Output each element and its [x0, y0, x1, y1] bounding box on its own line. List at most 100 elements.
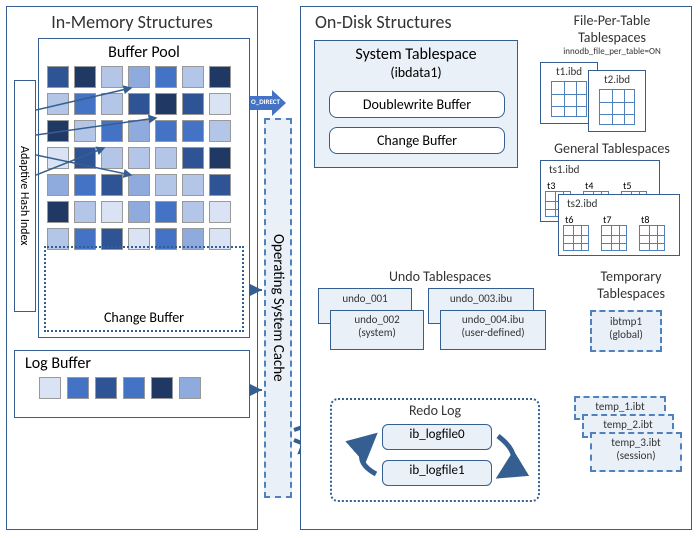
pool-cell [182, 147, 204, 169]
pool-cell [155, 147, 177, 169]
pool-cell [155, 93, 177, 115]
pool-cell [182, 66, 204, 88]
fpt-title: File-Per-Table [534, 12, 690, 29]
os-cache-box: Operating System Cache [264, 118, 292, 498]
fpt-sub: Tablespaces [534, 29, 690, 46]
change-buffer-label: Change Buffer [46, 309, 242, 326]
undo4-label: undo_004.ibu [441, 313, 545, 326]
pool-cell [155, 66, 177, 88]
pool-cell [74, 174, 96, 196]
change-buffer-region: Change Buffer [44, 246, 244, 332]
pool-cell [182, 174, 204, 196]
buffer-pool-title: Buffer Pool [39, 43, 249, 62]
ibdata-label: (ibdata1) [315, 64, 517, 81]
pool-cell [155, 120, 177, 142]
ibtmp-box: ibtmp1 (global) [590, 310, 662, 352]
buffer-pool-grid [47, 66, 247, 266]
log-cell [151, 377, 173, 399]
pool-cell [101, 120, 123, 142]
pool-cell [101, 147, 123, 169]
pool-cell [101, 93, 123, 115]
pool-cell [182, 120, 204, 142]
pool-cell [74, 201, 96, 223]
pool-cell [155, 201, 177, 223]
pool-cell [47, 66, 69, 88]
redo-cycle-arrows [338, 424, 538, 494]
table-icon [601, 225, 627, 251]
os-cache-label: Operating System Cache [266, 120, 290, 496]
adaptive-hash-box: Adaptive Hash Index [14, 80, 36, 312]
log-cell [123, 377, 145, 399]
log-buffer-title: Log Buffer [25, 354, 249, 373]
undo-section: Undo Tablespaces [340, 268, 540, 285]
pool-cell [182, 201, 204, 223]
undo3-label: undo_003.ibu [429, 292, 533, 305]
undo1-label: undo_001 [319, 292, 411, 305]
gen-title: General Tablespaces [534, 140, 690, 157]
pool-cell [128, 93, 150, 115]
fpt-section: File-Per-Table Tablespaces innodb_file_p… [534, 12, 690, 57]
log-cell [179, 377, 201, 399]
table-icon [639, 225, 665, 251]
temp3-box: temp_3.ibt (session) [590, 432, 682, 472]
pool-cell [47, 93, 69, 115]
pool-cell [128, 120, 150, 142]
pool-cell [128, 174, 150, 196]
ts2-box: ts2.ibd t6 t7 t8 [558, 194, 680, 256]
pool-cell [74, 93, 96, 115]
t2-label: t2.ibd [591, 73, 643, 86]
pool-cell [47, 201, 69, 223]
undo2-label: undo_002 [331, 313, 423, 326]
pool-cell [128, 201, 150, 223]
doublewrite-box: Doublewrite Buffer [329, 91, 505, 118]
log-cell [39, 377, 61, 399]
t2-ibd-box: t2.ibd [588, 70, 646, 132]
pool-cell [128, 66, 150, 88]
undo2-box: undo_002 (system) [330, 310, 424, 350]
pool-cell [128, 147, 150, 169]
table-icon [551, 81, 587, 117]
pool-cell [101, 201, 123, 223]
pool-cell [47, 120, 69, 142]
temp2-label: temp_2.ibt [584, 418, 672, 431]
temp3-sub: (session) [592, 449, 680, 462]
pool-cell [209, 174, 231, 196]
undo2-sub: (system) [331, 326, 423, 339]
table-icon [563, 225, 589, 251]
undo4-sub: (user-defined) [441, 326, 545, 339]
pool-cell [101, 174, 123, 196]
pool-cell [74, 66, 96, 88]
temp1-label: temp_1.ibt [576, 400, 664, 413]
log-cell [95, 377, 117, 399]
redo-log-box: Redo Log ib_logfile0 ib_logfile1 [330, 398, 540, 502]
ibtmp-sub: (global) [592, 328, 660, 341]
pool-cell [182, 93, 204, 115]
pool-cell [209, 120, 231, 142]
temp3-label: temp_3.ibt [592, 436, 680, 449]
temp-section: Temporary Tablespaces [576, 268, 686, 302]
pool-cell [209, 93, 231, 115]
pool-cell [209, 147, 231, 169]
ibtmp-label: ibtmp1 [592, 315, 660, 328]
change-buffer-disk-box: Change Buffer [329, 127, 505, 154]
pool-cell [155, 174, 177, 196]
ts1-label: ts1.ibd [543, 163, 657, 176]
pool-cell [74, 120, 96, 142]
log-cell [67, 377, 89, 399]
table-icon [599, 89, 635, 125]
temp-sub: Tablespaces [576, 285, 686, 302]
pool-cell [209, 66, 231, 88]
temp-title: Temporary [576, 268, 686, 285]
ts2-label: ts2.ibd [561, 197, 677, 210]
pool-cell [74, 147, 96, 169]
o-direct-label: O_DIRECT [251, 97, 280, 106]
pool-cell [209, 201, 231, 223]
undo4-box: undo_004.ibu (user-defined) [440, 310, 546, 350]
pool-cell [101, 66, 123, 88]
pool-cell [47, 174, 69, 196]
adaptive-hash-label: Adaptive Hash Index [15, 81, 33, 311]
o-direct-arrow: O_DIRECT [250, 90, 286, 116]
system-tablespace-title: System Tablespace [315, 45, 517, 64]
log-buffer-box: Log Buffer [14, 350, 250, 418]
system-tablespace-box: System Tablespace (ibdata1) Doublewrite … [314, 40, 518, 168]
